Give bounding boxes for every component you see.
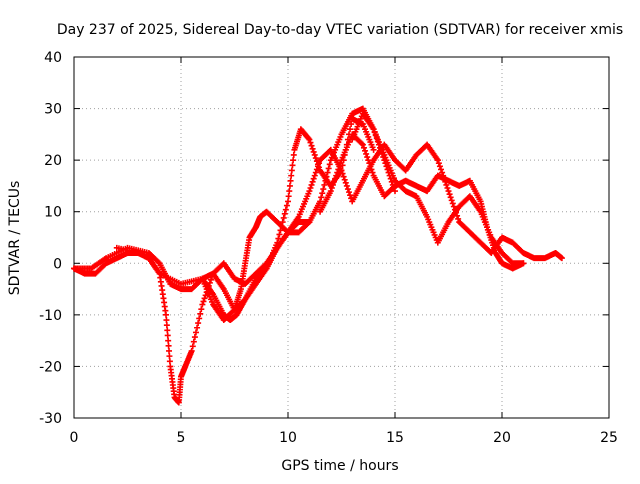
axis-ticks: 0 5 10 15 20 25 -30 -20 -10 0 10 20 30 40: [39, 50, 618, 446]
x-tick-label: 15: [386, 430, 404, 446]
y-tick-label: 30: [44, 102, 62, 118]
data-point-markers: [71, 249, 270, 406]
x-tick-label: 20: [493, 430, 511, 446]
data-point-markers: [434, 157, 565, 262]
x-tick-label: 0: [70, 430, 79, 446]
y-tick-label: 0: [53, 256, 62, 272]
data-series-track-1: [71, 249, 270, 406]
y-tick-label: -20: [39, 359, 62, 375]
x-tick-label: 10: [279, 430, 297, 446]
y-tick-label: 10: [44, 205, 62, 221]
data-point-markers: [71, 219, 313, 313]
y-tick-label: 20: [44, 153, 62, 169]
x-tick-label: 25: [600, 430, 618, 446]
data-series-track-7: [349, 110, 527, 267]
y-tick-label: -30: [39, 411, 62, 427]
y-axis-label: SDTVAR / TECUs: [7, 181, 23, 296]
data-series-track-8: [434, 157, 565, 262]
plot-frame: [73, 56, 610, 419]
y-tick-label: 40: [44, 50, 62, 66]
x-axis-label: GPS time / hours: [281, 458, 398, 474]
data-series-track-2: [71, 219, 313, 313]
chart-title: Day 237 of 2025, Sidereal Day-to-day VTE…: [57, 22, 623, 38]
data-markers: [71, 105, 565, 406]
grid: [74, 57, 609, 418]
y-tick-label: -10: [39, 308, 62, 324]
x-tick-label: 5: [177, 430, 186, 446]
data-point-markers: [349, 110, 527, 267]
